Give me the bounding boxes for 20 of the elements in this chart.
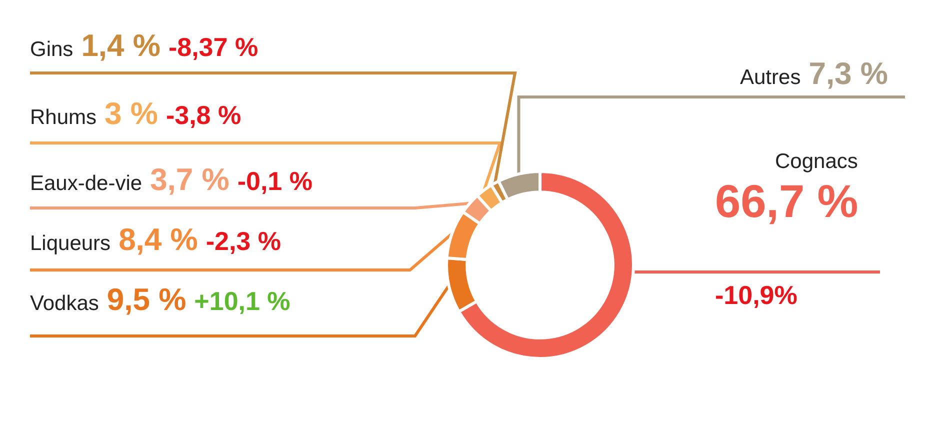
slice-label: Rhums [30, 106, 97, 130]
text: -10,9% [715, 280, 798, 311]
slice-label: Vodkas [30, 292, 99, 316]
slice-label: Liqueurs [30, 232, 111, 256]
text: -8,37 % [168, 32, 258, 63]
data-label: 8,4 % [118, 222, 198, 258]
slice-label: Gins [30, 38, 74, 62]
slice-label: Autres [740, 66, 801, 90]
data-label: 9,5 % [106, 282, 186, 318]
data-label: 3 % [104, 96, 158, 132]
slice-label: Eaux-de-vie [30, 172, 142, 196]
data-label: 66,7 % [715, 174, 858, 228]
text: +10,1 % [194, 286, 290, 317]
data-label: 3,7 % [150, 162, 230, 198]
text: -3,8 % [166, 100, 242, 131]
text: -2,3 % [206, 226, 281, 257]
data-label: 1,4 % [81, 28, 160, 64]
slice-label: Cognacs [775, 150, 858, 174]
data-label: 7,3 % [808, 56, 888, 92]
text: -0,1 % [237, 166, 312, 197]
